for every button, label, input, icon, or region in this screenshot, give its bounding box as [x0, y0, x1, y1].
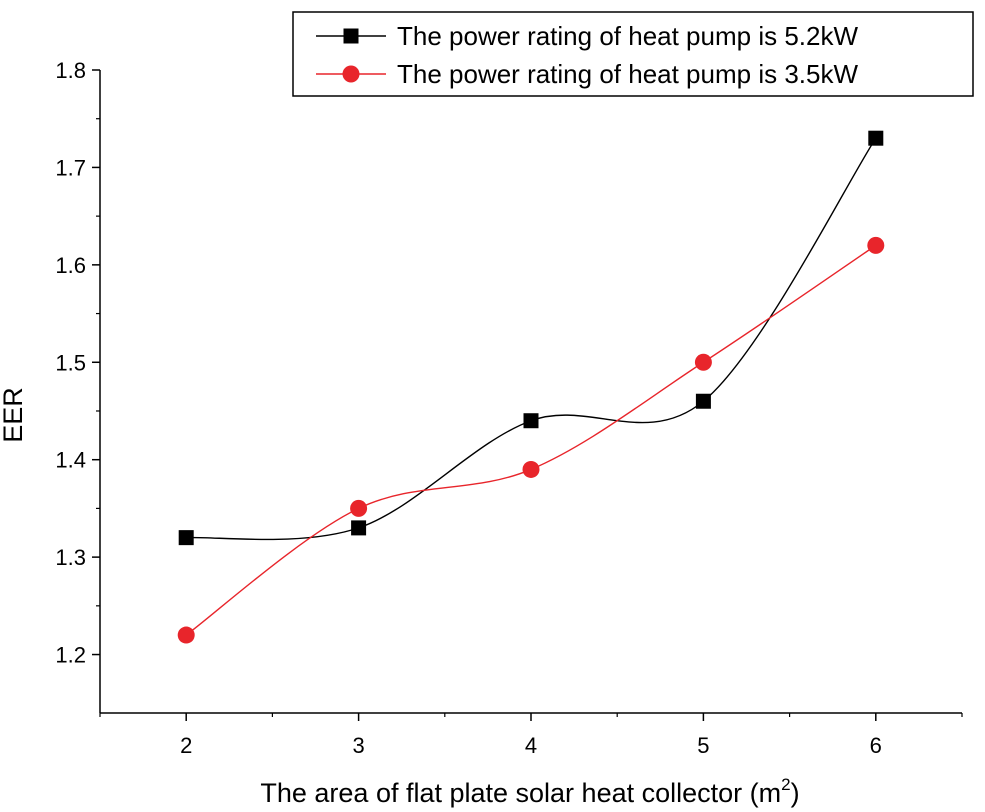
series-1-point — [868, 130, 884, 146]
legend: The power rating of heat pump is 5.2kW Th… — [292, 11, 974, 97]
series-1-point — [351, 520, 367, 536]
legend-box — [292, 11, 974, 97]
series-2 — [177, 236, 885, 644]
series-2-point — [177, 626, 195, 644]
y-tick-label: 1.2 — [55, 643, 86, 668]
x-tick-label: 4 — [525, 733, 537, 758]
series-2-point — [694, 353, 712, 371]
x-axis-title-superscript: 2 — [781, 775, 790, 794]
y-tick-label: 1.5 — [55, 350, 86, 375]
x-axis-title: The area of flat plate solar heat collec… — [260, 775, 799, 808]
series-1-point — [523, 413, 539, 429]
y-tick-label: 1.8 — [55, 58, 86, 83]
series-1 — [178, 130, 884, 546]
series-1-point — [178, 530, 194, 546]
x-axis-title-main: The area of flat plate solar heat collec… — [260, 778, 781, 808]
x-tick-label: 2 — [180, 733, 192, 758]
y-tick-label: 1.3 — [55, 545, 86, 570]
legend-label-1: The power rating of heat pump is 5.2kW — [397, 21, 858, 51]
legend-marker-2 — [342, 65, 360, 83]
y-tick-label: 1.4 — [55, 448, 86, 473]
series-layer — [177, 130, 885, 644]
y-tick-label: 1.7 — [55, 155, 86, 180]
series-2-point — [350, 499, 368, 517]
x-tick-label: 5 — [697, 733, 709, 758]
legend-label-2: The power rating of heat pump is 3.5kW — [397, 59, 858, 89]
series-2-point — [522, 460, 540, 478]
x-axis-ticks: 2 3 4 5 6 — [99, 713, 963, 758]
series-2-point — [867, 236, 885, 254]
y-tick-label: 1.6 — [55, 253, 86, 278]
legend-marker-1 — [343, 28, 359, 44]
x-tick-label: 3 — [352, 733, 364, 758]
plot-area — [99, 70, 962, 714]
series-1-point — [695, 393, 711, 409]
series-2-line — [185, 244, 877, 636]
y-axis-ticks: 1.2 1.3 1.4 1.5 1.6 1.7 1.8 — [55, 58, 100, 668]
x-tick-label: 6 — [870, 733, 882, 758]
x-axis-title-suffix: ) — [791, 778, 800, 808]
y-axis-title: EER — [0, 387, 28, 443]
series-1-line — [186, 137, 877, 541]
